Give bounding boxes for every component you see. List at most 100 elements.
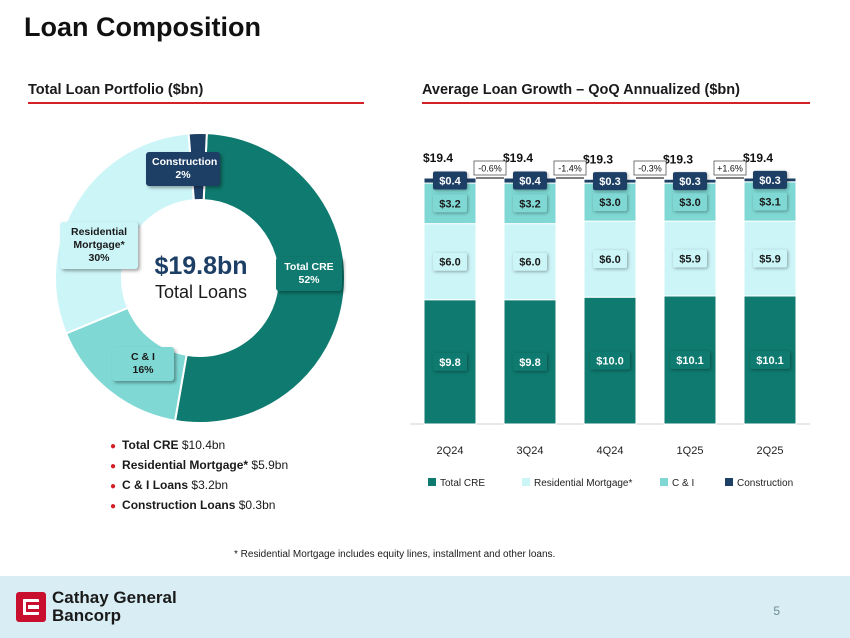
construction-callout-pct: 2% bbox=[175, 169, 191, 182]
portfolio-section-title: Total Loan Portfolio ($bn) bbox=[28, 82, 364, 104]
bullet-icon: ● bbox=[110, 461, 117, 472]
data-label-box bbox=[433, 194, 467, 213]
legend-swatch bbox=[725, 478, 733, 486]
data-label: $0.4 bbox=[439, 176, 461, 188]
summary-label: Residential Mortgage* bbox=[122, 458, 249, 472]
total-label: $19.3 bbox=[583, 152, 613, 166]
total-label: $19.4 bbox=[743, 151, 773, 165]
data-label: $0.4 bbox=[519, 176, 541, 188]
residential-callout-label-2: Mortgage* bbox=[73, 239, 125, 252]
summary-label: Construction Loans bbox=[122, 498, 236, 512]
growth-label: +1.6% bbox=[717, 164, 743, 174]
data-label: $9.8 bbox=[519, 357, 540, 369]
total-label: $19.4 bbox=[423, 151, 453, 165]
legend-label: Construction bbox=[737, 478, 793, 489]
data-label-box bbox=[513, 171, 547, 190]
data-label-box bbox=[590, 351, 630, 370]
category-label: 1Q25 bbox=[677, 445, 704, 457]
legend-label: Total CRE bbox=[440, 478, 485, 489]
residential-callout-label-1: Residential bbox=[70, 226, 128, 238]
data-label-box bbox=[593, 250, 627, 269]
data-label: $3.2 bbox=[439, 198, 460, 210]
category-label: 3Q24 bbox=[517, 445, 544, 457]
brand-line-1: Cathay General bbox=[52, 588, 177, 607]
summary-label: Total CRE bbox=[122, 438, 179, 452]
data-label: $5.9 bbox=[759, 254, 780, 266]
data-label-box bbox=[753, 249, 787, 268]
footnote: * Residential Mortgage includes equity l… bbox=[234, 549, 556, 560]
summary-item: ● C & I Loans $3.2bn bbox=[110, 478, 288, 492]
cre-callout: Total CRE 52% bbox=[276, 257, 342, 292]
data-label: $3.0 bbox=[679, 197, 700, 209]
data-label-box bbox=[753, 192, 787, 211]
data-label: $3.0 bbox=[599, 197, 620, 209]
bar-segment-3 bbox=[503, 182, 557, 225]
category-label: 4Q24 bbox=[597, 445, 624, 457]
page-title: Loan Composition bbox=[24, 12, 261, 42]
data-label-box bbox=[513, 194, 547, 213]
data-label-box bbox=[513, 352, 547, 371]
logo-bracket bbox=[23, 599, 39, 615]
data-label: $10.1 bbox=[756, 355, 784, 367]
data-label-box bbox=[593, 172, 627, 191]
construction-callout-label: Construction bbox=[152, 156, 218, 168]
growth-label: -0.3% bbox=[638, 164, 662, 174]
residential-callout-pct: 30% bbox=[88, 252, 110, 265]
data-label: $0.3 bbox=[759, 175, 780, 187]
summary-item: ● Total CRE $10.4bn bbox=[110, 438, 288, 452]
summary-value: $10.4bn bbox=[181, 438, 226, 452]
data-label: $0.3 bbox=[679, 176, 700, 188]
donut-center-total: $19.8bn Total Loans bbox=[138, 252, 264, 303]
ci-callout-label: C & I bbox=[131, 351, 155, 363]
data-label-box bbox=[433, 352, 467, 371]
data-label-box bbox=[433, 171, 467, 190]
summary-value: $0.3bn bbox=[238, 498, 276, 512]
growth-section-title: Average Loan Growth – QoQ Annualized ($b… bbox=[422, 82, 810, 104]
legend-label: Residential Mortgage* bbox=[534, 478, 632, 489]
brand-name: Cathay General Bancorp bbox=[52, 589, 177, 625]
footer-band bbox=[0, 576, 850, 638]
growth-box bbox=[633, 160, 667, 176]
bar-chart-svg: $9.8 $6.0 $3.2 $0.4 $19.4 2Q24 $9.8 $6.0 $3.2 $0.… bbox=[410, 151, 810, 489]
category-label: 2Q25 bbox=[757, 445, 784, 457]
donut-slice-total-cre bbox=[173, 132, 346, 424]
data-label-box bbox=[673, 193, 707, 212]
data-label: $0.3 bbox=[599, 176, 620, 188]
data-label: $5.9 bbox=[679, 254, 700, 266]
growth-label: -1.4% bbox=[558, 164, 582, 174]
data-label: $10.1 bbox=[676, 355, 704, 367]
page-number: 5 bbox=[773, 604, 780, 618]
ci-callout-pct: 16% bbox=[132, 364, 154, 377]
legend-label: C & I bbox=[672, 478, 694, 489]
brand-line-2: Bancorp bbox=[52, 606, 121, 625]
growth-box bbox=[473, 160, 507, 176]
data-label-box bbox=[593, 193, 627, 212]
data-label-box bbox=[673, 249, 707, 268]
data-label-box bbox=[673, 172, 707, 191]
legend-swatch bbox=[428, 478, 436, 486]
data-label: $10.0 bbox=[596, 356, 624, 368]
logo-bar bbox=[28, 605, 39, 609]
summary-label: C & I Loans bbox=[122, 478, 189, 492]
data-label-box bbox=[750, 350, 790, 369]
data-label-box bbox=[433, 252, 467, 271]
total-loans-label: Total Loans bbox=[154, 282, 248, 302]
summary-item: ● Construction Loans $0.3bn bbox=[110, 498, 288, 512]
portfolio-summary-list: ● Total CRE $10.4bn ● Residential Mortgage… bbox=[110, 438, 288, 518]
category-label: 2Q24 bbox=[437, 445, 464, 457]
cathay-logo-icon bbox=[16, 592, 46, 622]
data-label: $3.2 bbox=[519, 198, 540, 210]
cre-callout-label: Total CRE bbox=[284, 261, 334, 273]
growth-box bbox=[713, 160, 747, 176]
summary-item: ● Residential Mortgage* $5.9bn bbox=[110, 458, 288, 472]
ci-callout: C & I 16% bbox=[112, 347, 174, 382]
bullet-icon: ● bbox=[110, 441, 117, 452]
data-label-box bbox=[670, 350, 710, 369]
growth-box bbox=[553, 160, 587, 176]
data-label: $6.0 bbox=[599, 254, 620, 266]
total-label: $19.4 bbox=[503, 151, 533, 165]
summary-value: $5.9bn bbox=[251, 458, 289, 472]
total-label: $19.3 bbox=[663, 152, 693, 166]
data-label: $3.1 bbox=[759, 196, 780, 208]
data-label-box bbox=[753, 170, 787, 189]
